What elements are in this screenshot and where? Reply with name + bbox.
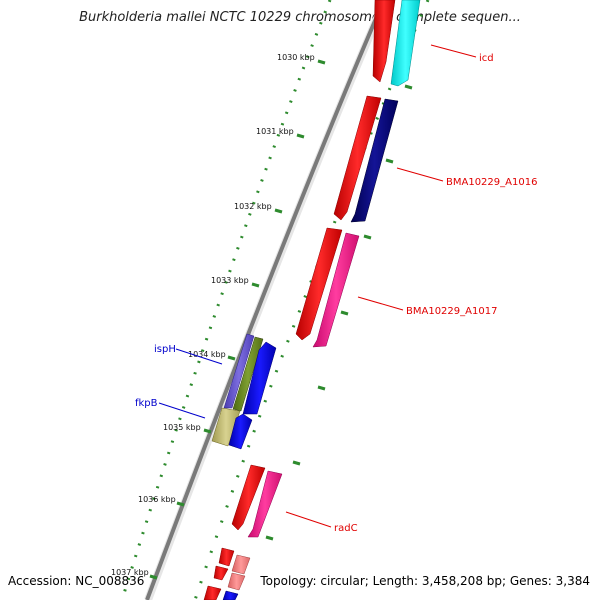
leader-line-radC	[285, 511, 332, 528]
gene-label-a1017[interactable]: BMA10229_A1017	[406, 306, 497, 317]
gene-feature-red[interactable]	[333, 95, 382, 221]
tick-label-1037: 1037 kbp	[111, 568, 149, 577]
tick-label-1035: 1035 kbp	[163, 423, 201, 432]
leader-line-fkpB	[158, 402, 206, 419]
gene-feature-fkpB[interactable]	[211, 407, 241, 447]
tick-label-1036: 1036 kbp	[138, 495, 176, 504]
gene-feature-red[interactable]	[295, 227, 343, 341]
gene-feature-a1017[interactable]	[312, 232, 360, 348]
gene-feature-salmon[interactable]	[231, 554, 251, 575]
gene-feature-blue[interactable]	[228, 413, 253, 450]
accession-text: Accession: NC_008836	[8, 574, 145, 588]
inner-track-dashes	[265, 84, 413, 541]
tick-mark-1036	[176, 501, 185, 507]
gene-feature-red[interactable]	[231, 464, 266, 531]
gene-feature-red[interactable]	[213, 565, 229, 581]
tick-label-1032: 1032 kbp	[234, 202, 272, 211]
gene-label-icd[interactable]: icd	[479, 53, 494, 64]
gene-feature-olive[interactable]	[232, 336, 264, 412]
tick-mark-1031	[296, 133, 305, 139]
tick-mark-1035	[203, 428, 212, 434]
gene-feature-salmon[interactable]	[227, 572, 246, 591]
ruler-dotted-arc	[120, 0, 332, 600]
leader-line-ispH	[175, 348, 223, 365]
tick-mark-1037	[149, 574, 158, 580]
gene-label-fkpB[interactable]: fkpB	[135, 398, 158, 409]
tick-label-1033: 1033 kbp	[211, 276, 249, 285]
leader-line-a1016	[396, 167, 444, 182]
gene-feature-ispH[interactable]	[223, 333, 255, 409]
gene-feature-red[interactable]	[203, 585, 222, 600]
gene-feature-red[interactable]	[372, 0, 396, 83]
gene-annotations: icd BMA10229_A1016 BMA10229_A1017 radC i…	[135, 44, 537, 534]
gene-feature-radC[interactable]	[247, 470, 283, 538]
tick-label-1034: 1034 kbp	[188, 350, 226, 359]
gene-feature-a1016[interactable]	[350, 98, 399, 223]
gene-feature-blue[interactable]	[222, 590, 239, 600]
leader-line-a1017	[357, 296, 404, 311]
gene-label-ispH[interactable]: ispH	[154, 344, 176, 355]
gene-feature-icd[interactable]	[390, 0, 421, 87]
tick-mark-1032	[274, 208, 283, 214]
genome-summary-text: Topology: circular; Length: 3,458,208 bp…	[260, 574, 590, 588]
tick-label-1030: 1030 kbp	[277, 53, 315, 62]
gene-feature-red[interactable]	[218, 547, 235, 567]
ruler-ticks: 1030 kbp 1031 kbp 1032 kbp 1033 kbp 1034…	[111, 53, 326, 580]
gene-label-a1016[interactable]: BMA10229_A1016	[446, 177, 537, 188]
tick-mark-1030	[317, 59, 326, 65]
gene-label-radC[interactable]: radC	[334, 523, 358, 534]
tick-mark-1033	[251, 282, 260, 288]
leader-line-icd	[430, 44, 477, 58]
inner-dotted-arc	[193, 0, 430, 600]
tick-label-1031: 1031 kbp	[256, 127, 294, 136]
gene-feature-blue[interactable]	[242, 341, 277, 415]
chromosome-backbone-line	[145, 0, 386, 600]
tick-mark-1034	[227, 355, 236, 361]
